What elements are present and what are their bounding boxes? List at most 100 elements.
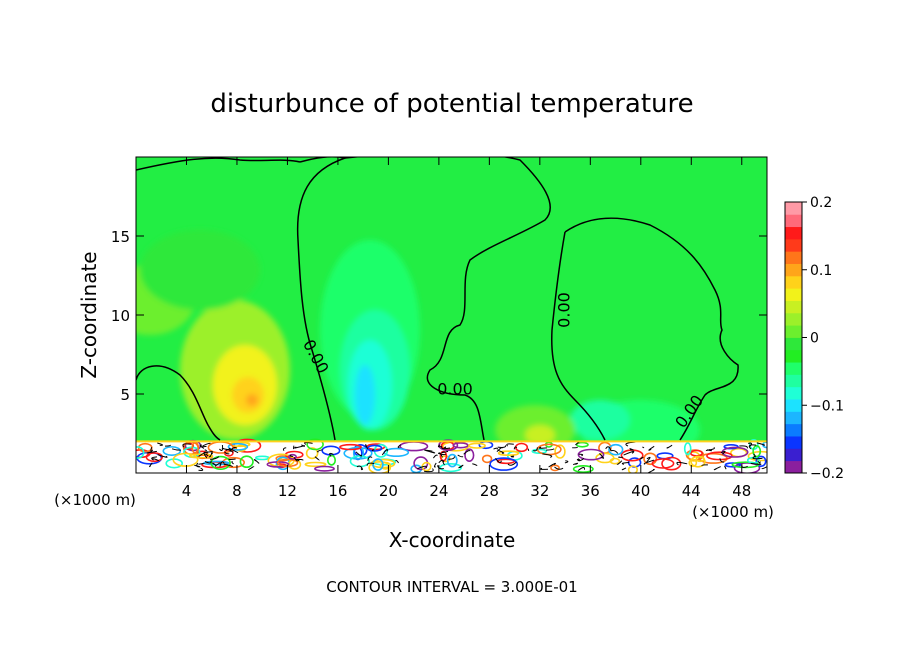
boundary-layer-line bbox=[293, 457, 301, 462]
boundary-layer-line bbox=[616, 460, 623, 465]
boundary-layer-line bbox=[510, 455, 515, 458]
boundary-layer-line bbox=[599, 453, 605, 459]
x-tick-label: 32 bbox=[530, 482, 549, 500]
boundary-layer-line bbox=[171, 448, 181, 451]
boundary-layer-contour bbox=[439, 463, 463, 473]
boundary-layer-line bbox=[513, 446, 518, 450]
boundary-layer-line bbox=[539, 467, 549, 470]
boundary-layer-line bbox=[199, 444, 205, 449]
colorbar-segment bbox=[785, 349, 802, 363]
zero-contour-line bbox=[564, 217, 739, 441]
boundary-layer-contour bbox=[189, 453, 214, 459]
boundary-layer-contour bbox=[661, 456, 682, 471]
boundary-layer-contour bbox=[468, 442, 486, 449]
chart-title: disturbunce of potential temperature bbox=[210, 89, 693, 119]
plot-area: 0.000.000.000.00 bbox=[136, 157, 767, 473]
boundary-layer-line bbox=[572, 446, 579, 449]
colorbar-tick-label: −0.1 bbox=[810, 398, 844, 414]
boundary-layer-line bbox=[219, 444, 224, 451]
boundary-layer-contour bbox=[752, 445, 762, 458]
x-tick-label: 20 bbox=[379, 482, 398, 500]
boundary-layer-line bbox=[441, 447, 451, 450]
boundary-layer-line bbox=[577, 458, 581, 461]
boundary-layer-line bbox=[203, 453, 209, 459]
colorbar-tick-label: 0.1 bbox=[810, 263, 832, 279]
colorbar-segment bbox=[785, 436, 802, 449]
zero-contour-line bbox=[344, 157, 551, 441]
boundary-layer-contour bbox=[452, 442, 469, 449]
boundary-layer-line bbox=[497, 445, 507, 448]
boundary-layer-line bbox=[741, 463, 748, 468]
boundary-layer-line bbox=[621, 462, 630, 465]
boundary-layer-line bbox=[395, 459, 399, 464]
boundary-layer-line bbox=[198, 463, 205, 465]
boundary-layer-line bbox=[208, 454, 212, 458]
x-tick-label: 24 bbox=[429, 482, 448, 500]
boundary-layer-line bbox=[198, 451, 208, 457]
boundary-layer-line bbox=[223, 463, 234, 467]
boundary-layer-contour bbox=[239, 455, 254, 469]
x-tick-label: 12 bbox=[278, 482, 297, 500]
boundary-layer-line bbox=[437, 444, 443, 448]
boundary-layer-line bbox=[304, 442, 313, 445]
boundary-layer-contour bbox=[554, 444, 566, 459]
field-weak-positive bbox=[140, 230, 260, 310]
boundary-layer-line bbox=[295, 458, 304, 461]
boundary-layer-line bbox=[438, 452, 446, 456]
boundary-layer-contour bbox=[203, 460, 230, 466]
boundary-layer-line bbox=[438, 459, 445, 464]
boundary-layer-contour bbox=[306, 438, 324, 451]
contour-label: 0.00 bbox=[437, 380, 473, 399]
boundary-layer-line bbox=[506, 443, 514, 447]
boundary-layer-line bbox=[739, 445, 748, 449]
boundary-layer-line bbox=[621, 467, 627, 471]
boundary-layer-contour bbox=[165, 458, 183, 469]
boundary-layer-contour bbox=[688, 458, 698, 468]
boundary-layer-contour bbox=[572, 464, 594, 473]
boundary-layer-line bbox=[643, 459, 655, 465]
boundary-layer-line bbox=[397, 444, 402, 449]
colorbar-tick-label: 0.2 bbox=[810, 195, 832, 211]
boundary-layer-line bbox=[577, 467, 586, 471]
boundary-layer-line bbox=[629, 448, 634, 451]
boundary-layer-contour bbox=[446, 453, 458, 468]
boundary-layer-line bbox=[314, 456, 320, 461]
boundary-layer-line bbox=[752, 455, 763, 460]
boundary-layer-contour bbox=[145, 452, 164, 463]
boundary-layer-line bbox=[219, 461, 225, 467]
boundary-layer-line bbox=[639, 456, 644, 460]
boundary-layer-contour bbox=[227, 442, 249, 451]
boundary-layer-line bbox=[317, 449, 323, 453]
colorbar-tick-label: 0 bbox=[810, 331, 819, 347]
boundary-layer-contour bbox=[304, 461, 327, 468]
boundary-layer-line bbox=[719, 458, 725, 463]
boundary-layer-line bbox=[210, 456, 220, 460]
colorbar-segment bbox=[785, 300, 802, 314]
boundary-layer-line bbox=[365, 444, 368, 450]
boundary-layer-line bbox=[150, 447, 154, 453]
boundary-layer-line bbox=[457, 454, 464, 458]
colorbar-segment bbox=[785, 214, 802, 228]
x-tick-label: 4 bbox=[182, 482, 192, 500]
boundary-layer-line bbox=[542, 453, 553, 458]
y-tick-label: 5 bbox=[120, 386, 130, 404]
boundary-layer-line bbox=[366, 462, 375, 466]
boundary-layer-line bbox=[211, 462, 216, 466]
boundary-layer-contour bbox=[550, 464, 560, 472]
boundary-layer-line bbox=[448, 456, 455, 460]
boundary-layer-line bbox=[610, 450, 619, 454]
boundary-layer-line bbox=[248, 465, 255, 471]
boundary-layer-line bbox=[533, 447, 538, 452]
field-positive-core-2 bbox=[232, 377, 264, 413]
boundary-layer-line bbox=[507, 461, 517, 466]
boundary-layer-contour bbox=[531, 448, 548, 454]
colorbar-tick-label: −0.2 bbox=[810, 466, 844, 482]
boundary-layer-line bbox=[367, 456, 373, 461]
boundary-layer-line bbox=[576, 458, 585, 462]
boundary-layer-contour bbox=[608, 443, 624, 456]
boundary-layer-line bbox=[494, 458, 502, 463]
boundary-layer-line bbox=[425, 449, 436, 454]
contour-interval-footer: CONTOUR INTERVAL = 3.000E-01 bbox=[326, 578, 577, 596]
boundary-layer-line bbox=[757, 460, 762, 464]
boundary-layer-line bbox=[573, 462, 579, 466]
